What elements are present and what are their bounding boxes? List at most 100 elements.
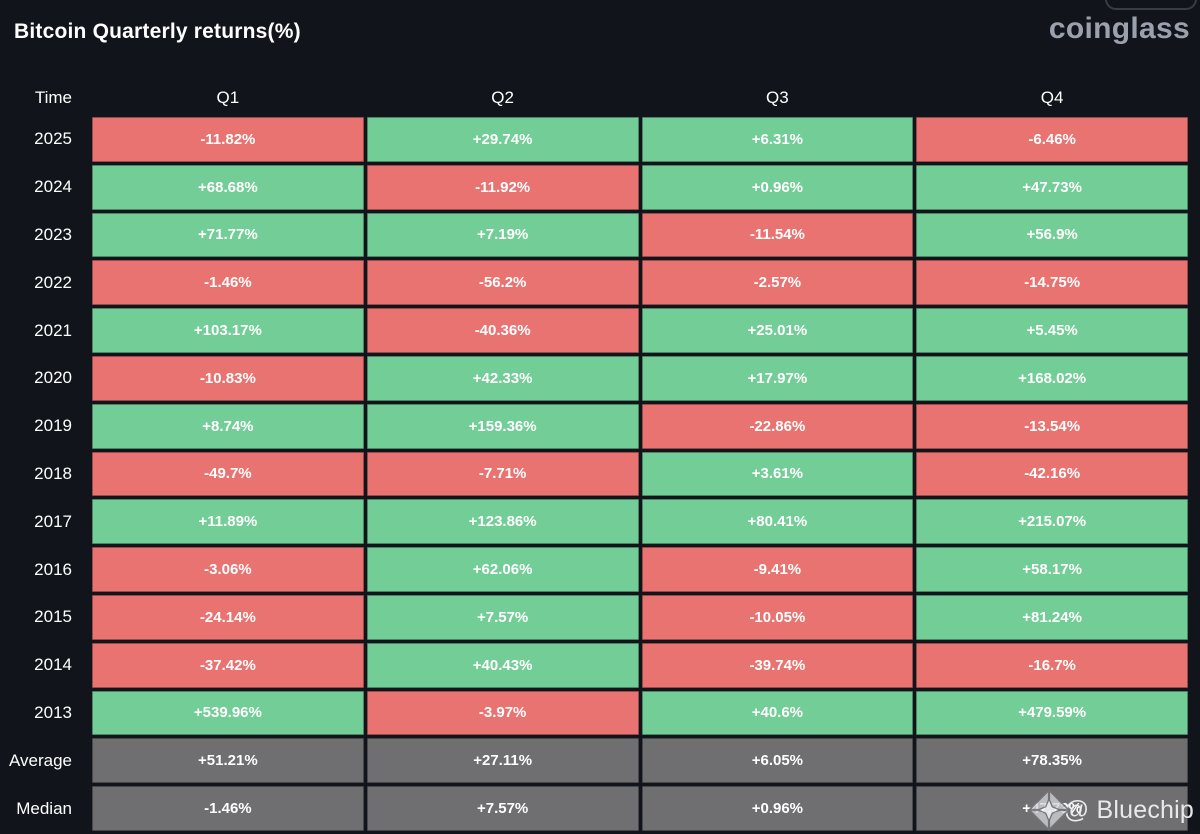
cell-2017-q2: +123.86% [366, 499, 639, 545]
cell-2023-q4: +56.9% [916, 212, 1188, 258]
row-label-median: Median [16, 798, 72, 818]
column-header-q1: Q1 [216, 88, 240, 107]
cell-2014-q2: +40.43% [366, 642, 639, 688]
cell-2015-q4: +81.24% [916, 594, 1188, 640]
row-label-2021: 2021 [34, 320, 72, 340]
cell-2020-q4: +168.02% [916, 355, 1188, 401]
cell-2013-q2: -3.97% [366, 690, 639, 736]
table-row-2020: 2020 -10.83% +42.33% +17.97% +168.02% [0, 355, 1188, 401]
table-row-2013: 2013 +539.96% -3.97% +40.6% +479.59% [0, 690, 1188, 736]
cell-average-q4: +78.35% [916, 738, 1188, 784]
row-label-2016: 2016 [34, 559, 72, 579]
cell-2017-q3: +80.41% [641, 499, 914, 545]
cell-2025-q4: -6.46% [916, 117, 1188, 162]
row-label-2015: 2015 [34, 607, 72, 627]
top-right-button-fragment[interactable] [1105, 0, 1197, 10]
cell-2014-q1: -37.42% [92, 642, 364, 688]
row-label-average: Average [8, 750, 72, 770]
cell-2017-q1: +11.89% [92, 499, 364, 545]
cell-average-q2: +27.11% [366, 738, 639, 784]
row-label-2017: 2017 [34, 511, 72, 531]
cell-2024-q3: +0.96% [641, 164, 914, 210]
table-row-2017: 2017 +11.89% +123.86% +80.41% +215.07% [0, 499, 1188, 545]
row-label-2018: 2018 [34, 463, 72, 483]
cell-2022-q2: -56.2% [366, 260, 639, 306]
page-title: Bitcoin Quarterly returns(%) [14, 20, 301, 43]
table-row-median: Median-1.46%+7.57%+0.96%+47.73% [0, 786, 1188, 831]
coinglass-logo: coinglass [1048, 12, 1190, 45]
table-row-2023: 2023 +71.77% +7.19% -11.54% +56.9% [0, 212, 1188, 258]
cell-median-q2: +7.57% [366, 786, 639, 831]
bluechip-diamond-icon [1027, 789, 1070, 831]
column-header-time: Time [34, 88, 72, 107]
table-row-2018: 2018 -49.7% -7.71% +3.61% -42.16% [0, 451, 1188, 497]
table-row-2014: 2014 -37.42% +40.43% -39.74% -16.7% [0, 642, 1188, 688]
cell-2021-q2: -40.36% [366, 308, 639, 353]
cell-2025-q1: -11.82% [92, 117, 364, 162]
cell-2025-q3: +6.31% [641, 117, 914, 162]
row-label-2019: 2019 [34, 416, 72, 436]
cell-2025-q2: +29.74% [366, 117, 639, 162]
cell-2013-q1: +539.96% [92, 690, 364, 736]
quarterly-returns-table: Time Q1 Q2 Q3 Q4 2025 -11.82% +29.74% +6.31% -6.… [0, 79, 1188, 834]
cell-2017-q4: +215.07% [916, 499, 1188, 545]
watermark-text: @ Bluechip [1063, 795, 1194, 824]
bluechip-watermark: @ Bluechip [1027, 788, 1194, 832]
cell-2019-q3: -22.86% [641, 403, 914, 449]
column-header-q4: Q4 [1040, 88, 1064, 107]
column-header-q3: Q3 [766, 88, 789, 107]
cell-2024-q4: +47.73% [916, 164, 1188, 210]
table-row-2019: 2019 +8.74% +159.36% -22.86% -13.54% [0, 403, 1188, 449]
row-label-2020: 2020 [34, 368, 72, 388]
cell-2018-q3: +3.61% [641, 451, 914, 497]
cell-2021-q1: +103.17% [92, 308, 364, 353]
row-label-2022: 2022 [34, 272, 72, 292]
cell-2019-q2: +159.36% [366, 403, 639, 449]
cell-2015-q2: +7.57% [366, 594, 639, 640]
cell-2024-q2: -11.92% [366, 164, 639, 210]
cell-2014-q4: -16.7% [916, 642, 1188, 688]
row-label-2014: 2014 [34, 655, 72, 675]
table-body: 2025 -11.82% +29.74% +6.31% -6.46% 2024 +68.68… [0, 117, 1188, 831]
row-label-2023: 2023 [34, 224, 72, 244]
cell-2018-q4: -42.16% [916, 451, 1188, 497]
table-row-2016: 2016 -3.06% +62.06% -9.41% +58.17% [0, 547, 1188, 592]
cell-2015-q3: -10.05% [641, 594, 914, 640]
cell-2022-q3: -2.57% [641, 260, 914, 306]
cell-2015-q1: -24.14% [92, 594, 364, 640]
cell-2016-q4: +58.17% [916, 547, 1188, 592]
table-row-average: Average +51.21% +27.11% +6.05% +78.35% [0, 738, 1188, 784]
cell-2016-q2: +62.06% [366, 547, 639, 592]
table-header-row: Time Q1 Q2 Q3 Q4 [0, 79, 1188, 117]
cell-2022-q4: -14.75% [916, 260, 1188, 306]
table-row-2024: 2024 +68.68% -11.92% +0.96% +47.73% [0, 164, 1188, 210]
cell-2023-q1: +71.77% [92, 212, 364, 258]
cell-median-q1: -1.46% [92, 786, 364, 831]
cell-2018-q2: -7.71% [366, 451, 639, 497]
cell-2014-q3: -39.74% [641, 642, 914, 688]
table-row-2021: 2021 +103.17% -40.36% +25.01% +5.45% [0, 308, 1188, 353]
cell-2016-q1: -3.06% [92, 547, 364, 592]
cell-2020-q2: +42.33% [366, 355, 639, 401]
cell-2022-q1: -1.46% [92, 260, 364, 306]
table-row-2015: 2015 -24.14% +7.57% -10.05% +81.24% [0, 594, 1188, 640]
cell-2013-q4: +479.59% [916, 690, 1188, 736]
column-header-q2: Q2 [491, 88, 514, 107]
row-label-2024: 2024 [34, 177, 72, 197]
table-row-2022: 2022 -1.46% -56.2% -2.57% -14.75% [0, 260, 1188, 306]
cell-2019-q1: +8.74% [92, 403, 364, 449]
cell-2023-q3: -11.54% [641, 212, 914, 258]
cell-2023-q2: +7.19% [366, 212, 639, 258]
cell-2018-q1: -49.7% [92, 451, 364, 497]
cell-2019-q4: -13.54% [916, 403, 1188, 449]
row-label-2025: 2025 [34, 129, 72, 149]
cell-2021-q3: +25.01% [641, 308, 914, 353]
cell-median-q3: +0.96% [641, 786, 914, 831]
cell-average-q3: +6.05% [641, 738, 914, 784]
row-label-2013: 2013 [34, 702, 72, 722]
cell-2020-q1: -10.83% [92, 355, 364, 401]
cell-2021-q4: +5.45% [916, 308, 1188, 353]
table-row-2025: 2025 -11.82% +29.74% +6.31% -6.46% [0, 117, 1188, 162]
cell-2024-q1: +68.68% [92, 164, 364, 210]
cell-2016-q3: -9.41% [641, 547, 914, 592]
